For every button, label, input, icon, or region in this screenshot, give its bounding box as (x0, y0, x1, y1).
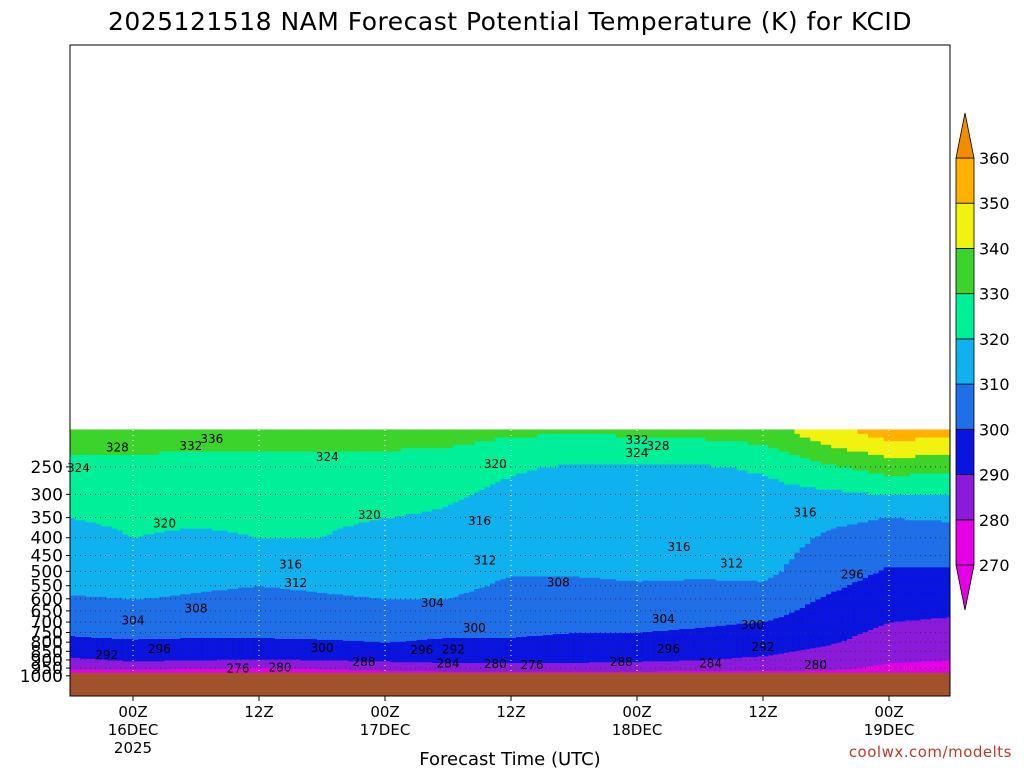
heatmap-cell (96, 433, 102, 437)
heatmap-cell (144, 444, 150, 448)
heatmap-cell (133, 429, 139, 433)
heatmap-cell (112, 433, 118, 437)
heatmap-cell (86, 433, 92, 437)
heatmap-cell (159, 444, 165, 448)
heatmap-cell (149, 433, 155, 437)
heatmap-cell (102, 429, 108, 433)
heatmap-cell (96, 437, 102, 441)
heatmap-cell (81, 433, 87, 437)
heatmap-cell (186, 433, 192, 437)
heatmap-cell (170, 444, 176, 448)
heatmap-cell (86, 441, 92, 445)
heatmap-cell (133, 433, 139, 437)
heatmap-cell (144, 437, 150, 441)
heatmap-cell (96, 429, 102, 433)
heatmap-cell (149, 441, 155, 445)
heatmap-cell (91, 444, 97, 448)
heatmap-cell (102, 433, 108, 437)
heatmap-cell (70, 437, 76, 441)
heatmap-cell (159, 429, 165, 433)
heatmap-cell (149, 444, 155, 448)
heatmap-cell (228, 437, 234, 441)
heatmap-cell (112, 429, 118, 433)
heatmap-cell (159, 433, 165, 437)
heatmap-cell (159, 437, 165, 441)
heatmap-cell (138, 433, 144, 437)
heatmap-cell (170, 441, 176, 445)
heatmap-cell (81, 429, 87, 433)
heatmap-cell (75, 444, 81, 448)
heatmap-cell (144, 429, 150, 433)
heatmap-cell (175, 429, 181, 433)
heatmap-cell (133, 444, 139, 448)
heatmap-cell (165, 433, 171, 437)
heatmap-cell (149, 437, 155, 441)
heatmap-cell (96, 441, 102, 445)
heatmap-cell (144, 433, 150, 437)
heatmap-cell (91, 429, 97, 433)
heatmap-cell (165, 441, 171, 445)
heatmap-cell (75, 429, 81, 433)
heatmap-cell (138, 429, 144, 433)
heatmap-cell (70, 444, 76, 448)
heatmap-cell (170, 429, 176, 433)
heatmap-cell (91, 437, 97, 441)
chart-title: 2025121518 NAM Forecast Potential Temper… (108, 7, 912, 36)
heatmap-cell (170, 433, 176, 437)
heatmap-cell (123, 433, 129, 437)
heatmap-cell (228, 429, 234, 433)
heatmap-cell (138, 444, 144, 448)
heatmap-cell (86, 444, 92, 448)
heatmap-cell (96, 444, 102, 448)
heatmap-cell (117, 433, 123, 437)
heatmap-cell (154, 444, 160, 448)
heatmap-cell (81, 441, 87, 445)
heatmap-cell (154, 433, 160, 437)
heatmap-cell (70, 441, 76, 445)
heatmap-cell (180, 429, 186, 433)
heatmap-cell (159, 441, 165, 445)
heatmap-cell (133, 437, 139, 441)
heatmap-cell (170, 437, 176, 441)
heatmap-cell (107, 429, 113, 433)
heatmap-cell (191, 433, 197, 437)
heatmap-cell (138, 437, 144, 441)
heatmap-cell (165, 437, 171, 441)
heatmap-cell (180, 433, 186, 437)
heatmap-cell (70, 429, 76, 433)
heatmap-cell (191, 429, 197, 433)
heatmap-cell (228, 444, 234, 448)
heatmap-cell (75, 433, 81, 437)
heatmap-cell (228, 441, 234, 445)
heatmap-cell (154, 441, 160, 445)
heatmap-cell (70, 433, 76, 437)
heatmap-cell (91, 433, 97, 437)
heatmap-cell (186, 429, 192, 433)
heatmap-cell (75, 437, 81, 441)
heatmap-cell (175, 433, 181, 437)
heatmap-cell (81, 437, 87, 441)
heatmap-cell (133, 441, 139, 445)
heatmap-cell (138, 441, 144, 445)
heatmap-cell (165, 429, 171, 433)
heatmap-cell (81, 444, 87, 448)
heatmap-cell (149, 429, 155, 433)
heatmap-cell (107, 433, 113, 437)
heatmap-cell (117, 429, 123, 433)
heatmap-cell (228, 433, 234, 437)
heatmap-cell (86, 429, 92, 433)
heatmap-cell (144, 441, 150, 445)
heatmap-cell (91, 441, 97, 445)
heatmap-cell (154, 437, 160, 441)
heatmap-cell (86, 437, 92, 441)
heatmap-cell (75, 441, 81, 445)
heatmap-cell (165, 444, 171, 448)
heatmap-cell (123, 429, 129, 433)
heatmap-cell (154, 429, 160, 433)
